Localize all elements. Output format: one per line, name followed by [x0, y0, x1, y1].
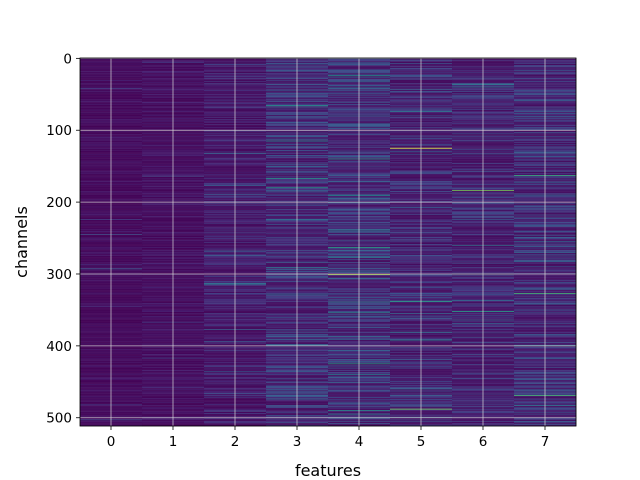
- y-axis-label: channels: [12, 206, 31, 278]
- y-tick-label: 100: [46, 123, 72, 139]
- x-tick-label: 3: [293, 434, 302, 450]
- y-tick-label: 400: [46, 339, 72, 355]
- y-tick-label: 0: [63, 51, 72, 67]
- y-axis: 0 100 200 300 400 500: [46, 51, 80, 427]
- x-axis-label: features: [295, 461, 361, 480]
- x-tick-label: 4: [355, 434, 364, 450]
- x-tick-label: 0: [107, 434, 116, 450]
- y-tick-label: 200: [46, 195, 72, 211]
- x-tick-label: 7: [541, 434, 550, 450]
- x-tick-label: 2: [231, 434, 240, 450]
- heatmap-cells: [80, 58, 577, 427]
- x-tick-label: 1: [169, 434, 178, 450]
- x-tick-label: 6: [479, 434, 488, 450]
- plot-frame: [79, 57, 577, 427]
- x-axis: 0 1 2 3 4 5 6 7: [107, 426, 550, 450]
- y-tick-label: 300: [46, 267, 72, 283]
- grid-lines: [80, 57, 576, 426]
- y-tick-label: 500: [46, 411, 72, 427]
- x-tick-label: 5: [417, 434, 426, 450]
